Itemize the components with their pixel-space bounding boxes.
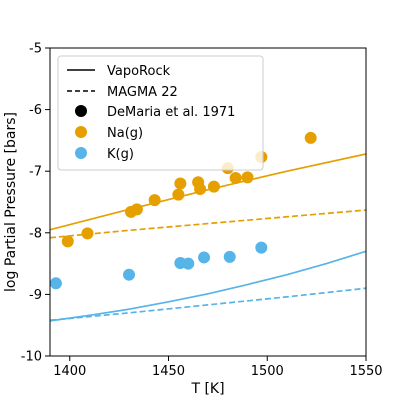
y-tick-label: -9 xyxy=(29,288,42,303)
legend-entry-k: K(g) xyxy=(107,147,134,162)
legend-entry-na: Na(g) xyxy=(107,126,143,141)
legend-marker-k xyxy=(75,147,87,159)
x-tick-label: 1550 xyxy=(349,364,382,379)
point-na-g-0 xyxy=(61,235,74,248)
point-na-g-12 xyxy=(241,171,254,184)
point-k-g-5 xyxy=(223,250,236,263)
line-vaporock-na-g xyxy=(50,153,366,231)
y-tick-label: -8 xyxy=(29,226,42,241)
legend-entry-vaporock: VapoRock xyxy=(107,64,171,79)
legend-box xyxy=(57,55,264,171)
x-tick-label: 1400 xyxy=(53,364,86,379)
line-magma-22-k-g xyxy=(50,287,366,322)
legend-marker-black xyxy=(75,105,87,117)
y-tick-label: -5 xyxy=(29,42,42,57)
y-axis: -10 -9 -8 -7 -6 -5 xyxy=(21,42,50,365)
legend-entry-magma: MAGMA 22 xyxy=(107,85,178,100)
line-magma-22-na-g xyxy=(50,209,366,239)
point-na-g-11 xyxy=(229,171,242,184)
y-tick-label: -10 xyxy=(21,350,42,365)
point-na-g-1 xyxy=(81,227,94,240)
point-na-g-9 xyxy=(207,180,220,193)
y-tick-label: -6 xyxy=(29,103,42,118)
legend-entry-demaria: DeMaria et al. 1971 xyxy=(107,105,235,120)
line-vaporock-k-g xyxy=(50,250,366,322)
point-na-g-5 xyxy=(172,188,185,201)
point-na-g-14 xyxy=(304,131,317,144)
point-na-g-6 xyxy=(174,177,187,190)
y-tick-label: -7 xyxy=(29,165,42,180)
point-k-g-3 xyxy=(182,257,195,270)
plot-frame xyxy=(49,47,367,357)
x-tick-label: 1500 xyxy=(251,364,284,379)
x-axis: 1400 1450 1500 1550 xyxy=(53,356,383,379)
y-axis-label: log Partial Pressure [bars] xyxy=(3,112,19,292)
x-axis-label: T [K] xyxy=(190,381,224,397)
legend: VapoRock MAGMA 22 DeMaria et al. 1971 Na… xyxy=(57,55,264,171)
model-lines xyxy=(50,153,366,322)
point-k-g-4 xyxy=(198,251,211,264)
legend-marker-na xyxy=(75,126,87,138)
x-tick-label: 1450 xyxy=(152,364,185,379)
point-na-g-3 xyxy=(130,203,143,216)
point-na-g-8 xyxy=(194,183,207,196)
point-k-g-6 xyxy=(255,241,268,254)
point-na-g-4 xyxy=(148,194,161,207)
point-k-g-0 xyxy=(50,277,62,290)
point-k-g-1 xyxy=(123,268,135,281)
